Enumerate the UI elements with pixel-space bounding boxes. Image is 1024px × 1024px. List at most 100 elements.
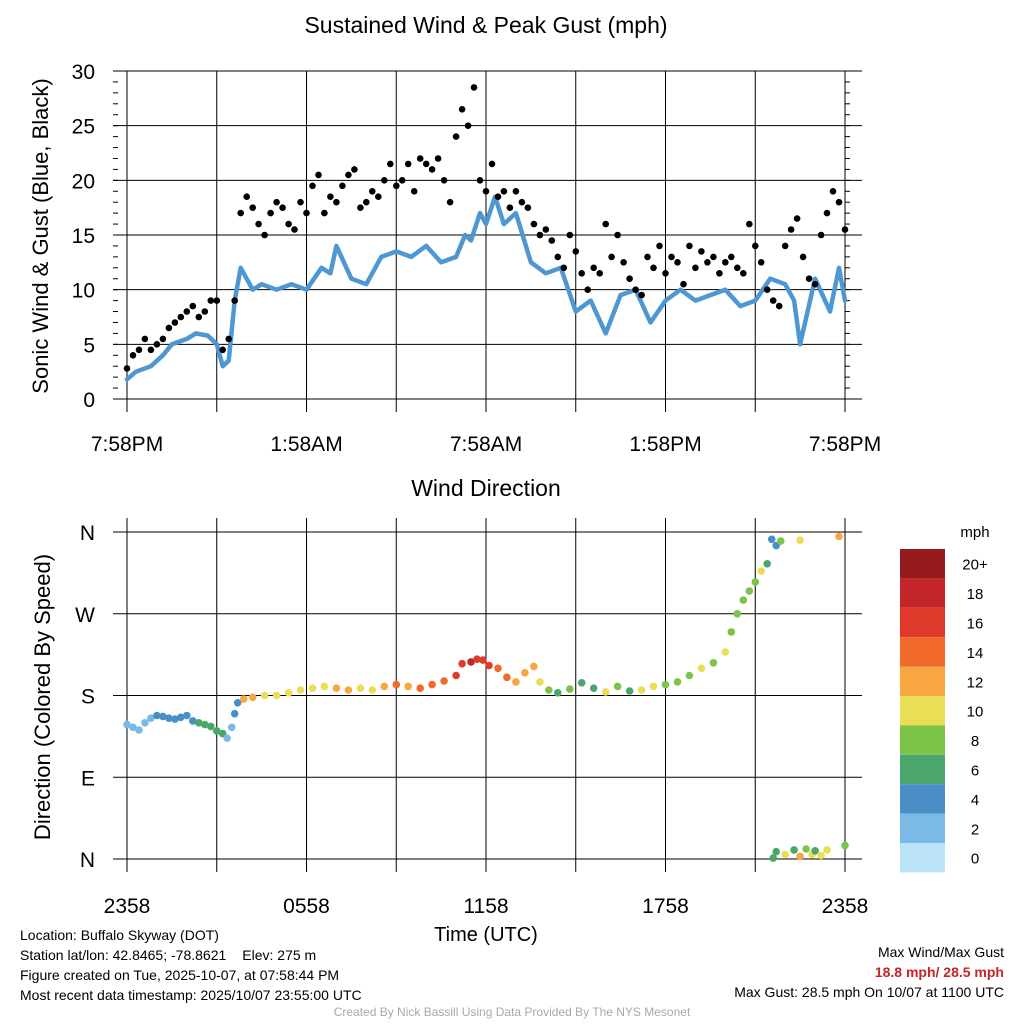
gust-point bbox=[632, 286, 639, 294]
wind-y-tick-label: 10 bbox=[72, 280, 95, 303]
direction-point bbox=[841, 841, 849, 850]
gust-point bbox=[297, 198, 304, 206]
direction-point bbox=[721, 648, 730, 656]
gust-point bbox=[530, 220, 538, 228]
gust-point bbox=[339, 182, 346, 190]
direction-x-tick-label: 2358 bbox=[822, 895, 869, 918]
gust-point bbox=[404, 160, 412, 168]
gust-point bbox=[309, 182, 316, 190]
gust-point bbox=[512, 188, 520, 195]
direction-point bbox=[201, 720, 209, 729]
direction-point bbox=[673, 678, 682, 686]
colorbar-swatch bbox=[900, 607, 945, 638]
gust-point bbox=[566, 231, 574, 239]
direction-point bbox=[213, 727, 221, 735]
colorbar-swatch bbox=[900, 784, 945, 814]
colorbar-label: 0 bbox=[971, 851, 979, 868]
direction-point bbox=[416, 684, 425, 692]
gust-point bbox=[434, 155, 442, 162]
direction-chart-title: Wind Direction bbox=[411, 475, 561, 501]
gust-point bbox=[195, 313, 203, 321]
gust-point bbox=[231, 297, 238, 304]
direction-point bbox=[811, 847, 819, 855]
sustained-wind-series bbox=[124, 194, 848, 382]
gust-point bbox=[596, 270, 603, 277]
latlon-text: Station lat/lon: 42.8465; -78.8621 bbox=[20, 947, 227, 963]
direction-point bbox=[637, 686, 646, 694]
direction-point bbox=[733, 610, 742, 618]
gust-point bbox=[428, 166, 436, 173]
gust-point bbox=[387, 160, 394, 168]
gust-point bbox=[255, 220, 262, 228]
gust-point bbox=[345, 171, 352, 179]
gust-point bbox=[662, 270, 669, 277]
gust-point bbox=[554, 253, 562, 261]
direction-point bbox=[767, 535, 776, 544]
gust-point bbox=[746, 220, 753, 228]
gust-point bbox=[793, 215, 801, 222]
direction-x-tick-label: 1758 bbox=[642, 895, 689, 918]
gust-point bbox=[506, 204, 514, 211]
gust-point bbox=[500, 188, 508, 195]
direction-point bbox=[272, 691, 281, 700]
wind-x-tick-label: 1:58AM bbox=[270, 433, 342, 456]
gust-point bbox=[189, 302, 197, 310]
gust-point bbox=[291, 226, 298, 233]
gust-point bbox=[458, 106, 466, 113]
gust-point bbox=[584, 286, 591, 294]
gust-point bbox=[602, 220, 609, 228]
gust-point bbox=[608, 253, 615, 261]
direction-point bbox=[129, 723, 137, 732]
gust-point bbox=[452, 133, 460, 140]
gust-point bbox=[674, 259, 681, 266]
gust-point bbox=[315, 171, 322, 179]
gust-point bbox=[716, 270, 723, 277]
direction-point bbox=[404, 682, 413, 691]
gust-point bbox=[799, 253, 807, 261]
direction-y-tick-label: E bbox=[81, 767, 95, 790]
direction-point bbox=[745, 587, 754, 595]
gust-point bbox=[710, 253, 717, 261]
colorbar-label: 14 bbox=[967, 645, 984, 662]
location-text: Location: Buffalo Skyway (DOT) bbox=[20, 927, 219, 943]
direction-point bbox=[479, 656, 487, 664]
created-text: Figure created on Tue, 2025-10-07, at 07… bbox=[20, 967, 340, 983]
gust-point bbox=[817, 231, 825, 239]
direction-point bbox=[260, 691, 269, 700]
direction-point bbox=[332, 684, 341, 692]
gust-point bbox=[207, 297, 215, 304]
direction-point bbox=[757, 567, 765, 575]
direction-point bbox=[536, 678, 544, 686]
colorbar-label: 10 bbox=[967, 704, 984, 721]
colorbar-label: 18 bbox=[967, 586, 984, 603]
colorbar-swatch bbox=[900, 813, 945, 843]
colorbar-label: 8 bbox=[971, 733, 979, 750]
direction-point bbox=[521, 669, 529, 677]
speed-colorbar: mph 20+ 18 16 14 12 10 8 6 4 2 0 bbox=[900, 524, 990, 873]
direction-chart-grid bbox=[113, 518, 862, 872]
direction-point bbox=[697, 664, 706, 673]
credit-text: Created By Nick Bassill Using Data Provi… bbox=[333, 1005, 691, 1019]
gust-point bbox=[369, 188, 376, 195]
peak-gust-series bbox=[123, 84, 849, 372]
gust-point bbox=[470, 84, 478, 91]
direction-point bbox=[823, 846, 831, 854]
gust-point bbox=[159, 335, 167, 343]
colorbar-label: 2 bbox=[971, 821, 979, 838]
gust-point bbox=[752, 242, 759, 250]
direction-chart-axes: N E S W N 2358 0558 1158 1758 2358 bbox=[75, 522, 868, 918]
gust-point bbox=[740, 270, 747, 277]
colorbar-swatch bbox=[900, 637, 945, 667]
gust-point bbox=[680, 280, 687, 288]
gust-point bbox=[686, 242, 693, 250]
gust-point bbox=[393, 182, 400, 190]
gust-point bbox=[829, 188, 837, 195]
direction-point bbox=[320, 682, 329, 691]
direction-point bbox=[392, 680, 401, 689]
wind-y-tick-label: 30 bbox=[72, 61, 95, 84]
colorbar-label: 20+ bbox=[962, 557, 988, 574]
gust-point bbox=[763, 286, 771, 294]
gust-point bbox=[620, 259, 627, 266]
gust-point bbox=[488, 160, 496, 168]
gust-point bbox=[722, 259, 729, 266]
